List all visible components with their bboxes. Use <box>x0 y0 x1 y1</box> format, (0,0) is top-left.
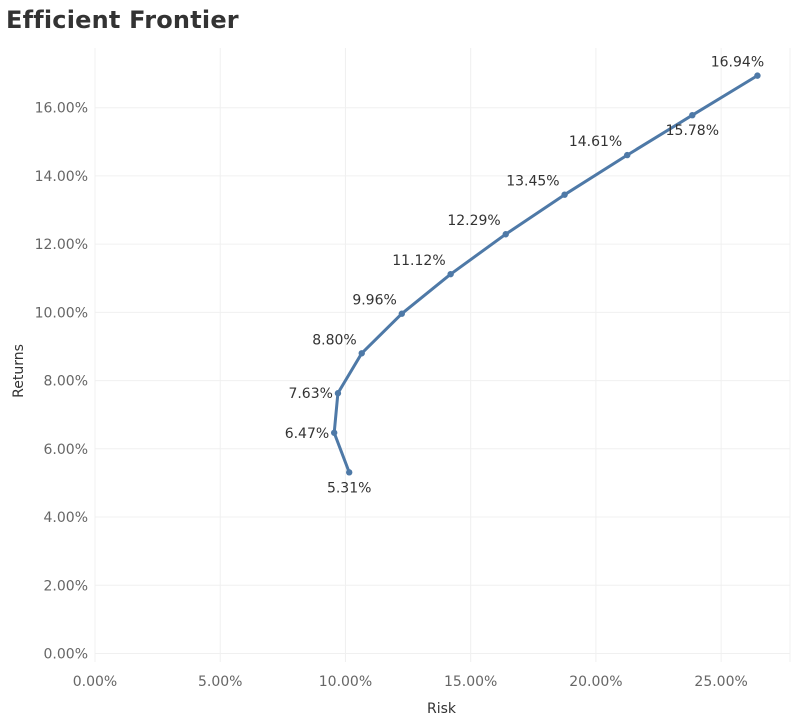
data-point <box>754 72 761 79</box>
data-label: 9.96% <box>352 293 396 309</box>
x-axis-title: Risk <box>427 701 457 717</box>
data-point <box>358 350 365 357</box>
data-point <box>447 270 454 278</box>
grid-lines <box>94 48 791 662</box>
data-point <box>502 231 509 238</box>
data-point <box>334 390 342 397</box>
data-label: 11.12% <box>392 253 445 269</box>
data-label: 5.31% <box>327 480 371 496</box>
data-label: 7.63% <box>288 386 332 402</box>
y-tick-label: 6.00% <box>44 442 88 458</box>
x-tick-label: 20.00% <box>569 674 622 690</box>
y-tick-label: 16.00% <box>35 101 88 117</box>
data-point <box>330 429 338 436</box>
data-label: 13.45% <box>506 174 559 190</box>
x-tick-label: 5.00% <box>198 674 242 690</box>
y-axis-title: Returns <box>11 344 27 398</box>
series-layer <box>330 72 761 476</box>
y-tick-label: 8.00% <box>44 374 88 390</box>
x-tick-label: 0.00% <box>73 674 117 690</box>
x-tick-label: 10.00% <box>319 674 372 690</box>
axis-ticks: 0.00% 5.00% 10.00% 15.00% 20.00% 25.00% 0.00% 2… <box>35 101 748 690</box>
data-point <box>624 151 631 159</box>
data-label: 6.47% <box>285 426 329 442</box>
data-point <box>346 469 353 476</box>
y-tick-label: 12.00% <box>35 237 88 253</box>
chart-title: Efficient Frontier <box>6 6 239 34</box>
y-tick-label: 10.00% <box>35 305 88 321</box>
data-label: 12.29% <box>447 213 500 229</box>
data-label: 15.78% <box>666 123 719 139</box>
data-label: 16.94% <box>711 55 764 71</box>
data-labels: 5.31% 6.47% 7.63% 8.80% 9.96% 11.12% 12.29% 13.… <box>285 55 764 497</box>
data-point <box>398 310 406 317</box>
data-point <box>689 111 696 119</box>
x-tick-label: 15.00% <box>444 674 497 690</box>
data-point <box>561 191 568 198</box>
y-tick-label: 2.00% <box>44 578 88 594</box>
x-tick-label: 25.00% <box>694 674 747 690</box>
data-label: 14.61% <box>569 134 622 150</box>
data-label: 8.80% <box>312 332 356 348</box>
y-tick-label: 0.00% <box>44 646 88 662</box>
y-tick-label: 14.00% <box>35 169 88 185</box>
y-tick-label: 4.00% <box>44 510 88 526</box>
